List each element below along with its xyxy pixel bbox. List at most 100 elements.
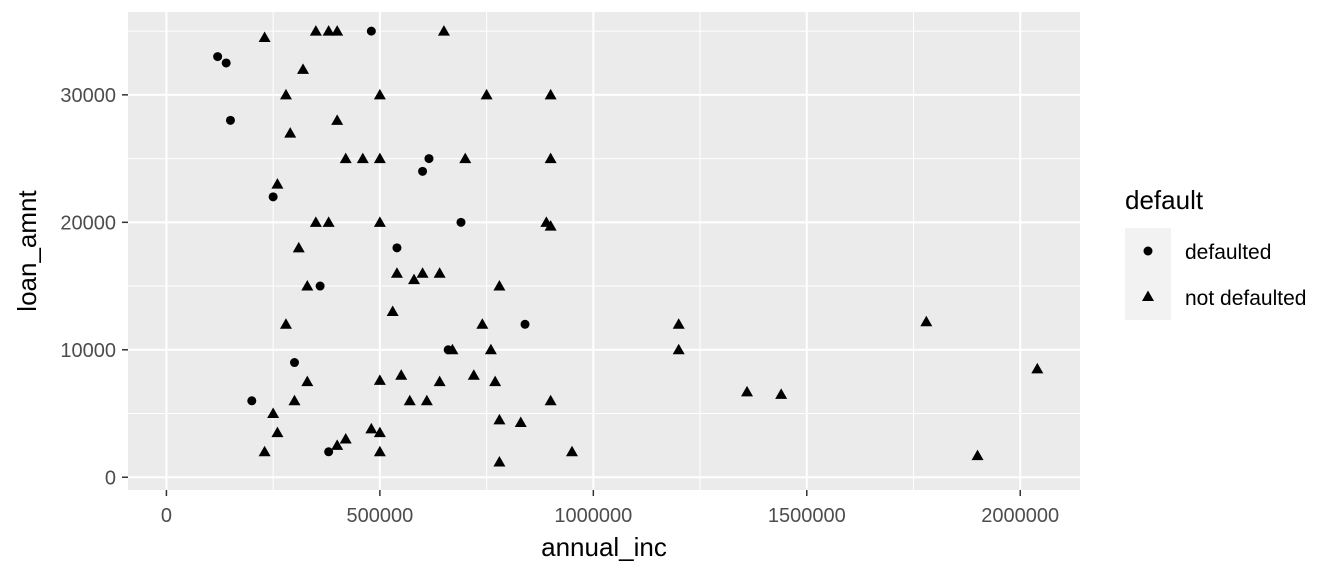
- legend-circle-icon: [1143, 246, 1153, 256]
- y-tick-label: 30000: [60, 85, 116, 107]
- point-defaulted: [268, 192, 278, 202]
- point-defaulted: [315, 281, 325, 291]
- point-not-defaulted: [493, 280, 506, 291]
- point-not-defaulted: [493, 413, 506, 425]
- point-not-defaulted: [476, 318, 489, 329]
- point-not-defaulted: [416, 267, 429, 278]
- point-not-defaulted: [373, 374, 386, 385]
- point-not-defaulted: [1031, 362, 1044, 374]
- point-not-defaulted: [390, 267, 403, 278]
- point-not-defaulted: [433, 375, 446, 387]
- point-defaulted: [424, 154, 434, 164]
- point-not-defaulted: [480, 88, 493, 100]
- x-tick-label: 1000000: [554, 505, 632, 527]
- point-defaulted: [225, 115, 235, 125]
- point-not-defaulted: [288, 394, 301, 406]
- point-not-defaulted: [433, 267, 446, 278]
- point-not-defaulted: [544, 152, 557, 164]
- legend-title: default: [1125, 185, 1204, 215]
- point-not-defaulted: [356, 152, 369, 164]
- point-not-defaulted: [279, 88, 292, 100]
- point-not-defaulted: [395, 369, 408, 380]
- point-not-defaulted: [322, 25, 335, 36]
- panel-background: [128, 12, 1080, 490]
- point-not-defaulted: [301, 375, 314, 387]
- point-not-defaulted: [271, 178, 284, 189]
- point-defaulted: [213, 52, 223, 62]
- point-not-defaulted: [544, 88, 557, 100]
- point-not-defaulted: [373, 152, 386, 164]
- x-tick-label: 0: [161, 505, 172, 527]
- point-not-defaulted: [971, 449, 984, 461]
- x-tick-label: 1500000: [768, 505, 846, 527]
- point-defaulted: [418, 166, 428, 176]
- point-not-defaulted: [672, 318, 685, 329]
- point-not-defaulted: [284, 127, 297, 138]
- y-axis-title: loan_amnt: [12, 190, 42, 312]
- point-defaulted: [456, 217, 466, 227]
- point-not-defaulted: [493, 455, 506, 467]
- y-tick-label: 0: [105, 467, 116, 489]
- point-not-defaulted: [339, 152, 352, 164]
- point-not-defaulted: [544, 394, 557, 406]
- point-defaulted: [221, 58, 231, 68]
- point-not-defaulted: [467, 369, 480, 380]
- point-not-defaulted: [309, 216, 322, 227]
- point-not-defaulted: [297, 63, 310, 74]
- grid-major: [128, 12, 1080, 490]
- point-defaulted: [324, 447, 334, 457]
- point-not-defaulted: [258, 31, 271, 42]
- legend-label-defaulted: defaulted: [1185, 241, 1271, 264]
- point-not-defaulted: [403, 394, 416, 406]
- x-axis-title: annual_inc: [541, 532, 667, 562]
- point-defaulted: [392, 243, 402, 253]
- legend: default defaulted not defaulted: [1125, 185, 1306, 320]
- y-tick-label: 10000: [60, 340, 116, 362]
- point-not-defaulted: [420, 394, 433, 406]
- point-not-defaulted: [373, 216, 386, 227]
- point-not-defaulted: [322, 216, 335, 227]
- point-not-defaulted: [373, 88, 386, 100]
- point-not-defaulted: [373, 445, 386, 457]
- data-points: [213, 25, 1044, 467]
- point-not-defaulted: [446, 343, 459, 355]
- point-defaulted: [366, 26, 376, 36]
- point-not-defaulted: [484, 343, 497, 355]
- point-not-defaulted: [544, 220, 557, 231]
- x-tick-label: 2000000: [981, 505, 1059, 527]
- y-axis-ticks: 0 10000 20000 30000: [60, 85, 128, 489]
- point-not-defaulted: [331, 25, 344, 36]
- point-not-defaulted: [565, 445, 578, 457]
- point-not-defaulted: [331, 439, 344, 450]
- point-not-defaulted: [365, 422, 378, 434]
- point-not-defaulted: [672, 343, 685, 355]
- point-not-defaulted: [292, 241, 305, 253]
- point-not-defaulted: [408, 273, 421, 285]
- point-not-defaulted: [267, 407, 280, 419]
- x-axis-ticks: 0 500000 1000000 1500000 2000000: [161, 490, 1059, 527]
- y-tick-label: 20000: [60, 212, 116, 234]
- point-not-defaulted: [301, 280, 314, 291]
- point-not-defaulted: [258, 445, 271, 457]
- point-not-defaulted: [920, 315, 933, 327]
- point-defaulted: [520, 319, 530, 329]
- point-not-defaulted: [489, 375, 502, 387]
- point-not-defaulted: [741, 385, 754, 397]
- point-not-defaulted: [373, 426, 386, 438]
- point-not-defaulted: [459, 152, 472, 164]
- point-not-defaulted: [271, 426, 284, 438]
- legend-triangle-icon: [1142, 290, 1154, 301]
- point-not-defaulted: [514, 416, 527, 427]
- point-not-defaulted: [331, 114, 344, 125]
- point-not-defaulted: [437, 25, 450, 36]
- point-not-defaulted: [339, 433, 352, 444]
- legend-label-not-defaulted: not defaulted: [1185, 287, 1306, 310]
- point-not-defaulted: [386, 305, 399, 317]
- point-defaulted: [247, 396, 257, 406]
- point-not-defaulted: [279, 318, 292, 329]
- point-not-defaulted: [775, 388, 788, 399]
- x-tick-label: 500000: [346, 505, 413, 527]
- point-not-defaulted: [309, 25, 322, 36]
- point-defaulted: [289, 358, 299, 368]
